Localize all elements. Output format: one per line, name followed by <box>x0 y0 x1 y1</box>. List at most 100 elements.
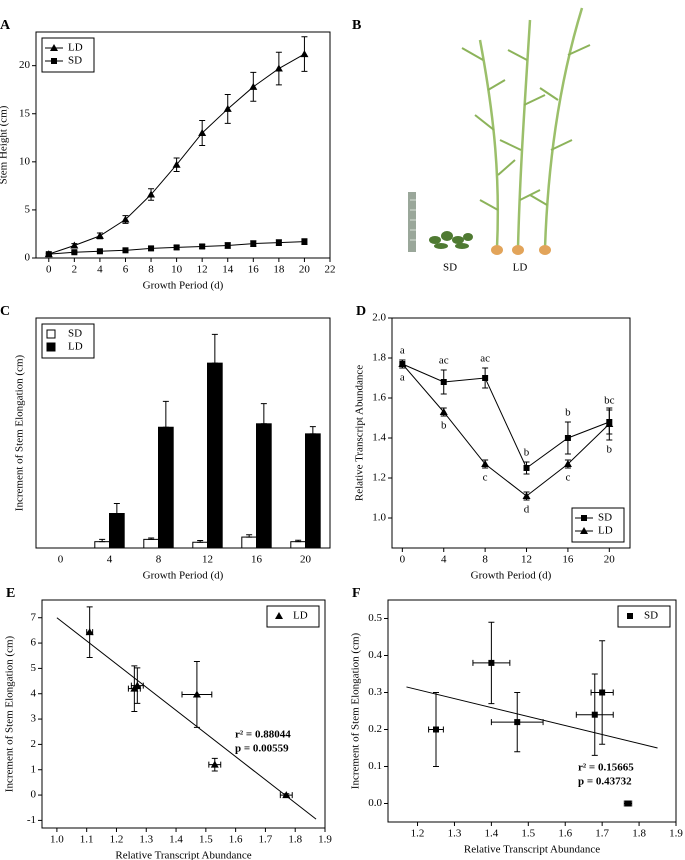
marker <box>70 241 79 249</box>
y-tick-label: 0 <box>31 789 37 801</box>
error-bar <box>162 400 169 428</box>
error-bar <box>211 333 218 364</box>
photo-panel: B SD LD <box>352 7 591 274</box>
significance-letter: c <box>483 472 488 484</box>
panel-label: F <box>352 586 361 601</box>
y-axis-label: Increment of Stem Elongation (cm) <box>350 632 362 789</box>
marker <box>523 465 530 471</box>
fit-line <box>56 617 317 820</box>
marker <box>433 726 439 733</box>
error-bar <box>260 403 267 425</box>
fit-line <box>406 686 658 749</box>
marker <box>85 628 94 636</box>
y-tick-label: 2 <box>31 738 37 750</box>
x-tick-label: 4 <box>97 264 103 276</box>
marker <box>301 238 308 245</box>
x-tick-label: 1.4 <box>485 828 499 840</box>
significance-letter: b <box>607 444 613 456</box>
y-tick-label: 4 <box>31 687 37 699</box>
significance-letter: a <box>400 345 405 357</box>
bar <box>305 433 321 549</box>
legend-marker <box>581 515 587 521</box>
photo-caption: SD <box>443 262 457 274</box>
marker <box>148 245 155 252</box>
y-tick-label: 20 <box>19 59 31 71</box>
marker <box>199 243 206 250</box>
legend-label: SD <box>68 328 82 340</box>
x-tick-label: 1.8 <box>632 828 646 840</box>
marker <box>439 408 448 415</box>
y-tick-label: 0.5 <box>368 612 382 624</box>
x-tick-label: 1.5 <box>199 834 213 846</box>
y-tick-label: 0.1 <box>368 760 382 772</box>
x-axis-label: Growth Period (d) <box>471 570 552 582</box>
x-tick-label: 1.7 <box>595 828 609 840</box>
y-axis-label: Increment of Stem Elongation (cm) <box>14 354 26 511</box>
y-axis-label: Relative Transcript Abundance <box>354 365 366 501</box>
x-tick-label: 10 <box>171 264 183 276</box>
significance-letter: b <box>565 407 571 419</box>
marker <box>274 64 283 72</box>
error-bar <box>99 538 106 543</box>
photo-caption: LD <box>513 262 528 274</box>
legend-marker <box>580 527 588 534</box>
marker <box>121 215 130 223</box>
plot-frame <box>41 599 326 829</box>
x-tick-label: 1.9 <box>669 828 683 840</box>
marker <box>522 492 531 499</box>
y-tick-label: 1.6 <box>372 392 386 404</box>
x-tick-label: 1.5 <box>521 828 535 840</box>
panel-label: C <box>0 304 10 319</box>
legend-label: LD <box>293 610 308 622</box>
y-tick-label: 2.0 <box>372 312 386 324</box>
bar <box>94 541 111 549</box>
marker <box>563 460 572 467</box>
marker <box>481 460 490 467</box>
x-tick-label: 4 <box>441 554 447 566</box>
annotation: p = 0.00559 <box>235 743 289 755</box>
legend-swatch <box>46 342 56 352</box>
bar <box>290 541 306 549</box>
legend-box <box>571 507 625 543</box>
error-bar <box>148 537 155 540</box>
marker <box>95 231 104 239</box>
legend-box <box>266 605 320 628</box>
y-tick-label: 1 <box>31 763 37 775</box>
x-tick-label: 2 <box>72 264 78 276</box>
x-tick-label: 1.7 <box>259 834 273 846</box>
plot-frame <box>35 317 331 549</box>
marker <box>599 689 606 696</box>
marker <box>249 82 258 90</box>
x-tick-label: 1.3 <box>139 834 153 846</box>
x-tick-label: 12 <box>202 554 213 566</box>
significance-letter: a <box>400 372 405 384</box>
marker <box>250 240 257 247</box>
marker <box>605 420 614 427</box>
x-tick-label: 14 <box>222 264 234 276</box>
bar <box>192 541 209 549</box>
marker <box>96 248 103 255</box>
legend-box <box>41 37 95 73</box>
annotation: p = 0.43732 <box>578 776 632 788</box>
x-tick-label: 1.3 <box>448 828 462 840</box>
y-tick-label: 10 <box>19 155 31 167</box>
y-tick-label: 1.0 <box>372 512 386 524</box>
legend: LD <box>266 605 320 628</box>
error-bar <box>113 502 120 514</box>
x-tick-label: 16 <box>562 554 574 566</box>
legend-label: SD <box>598 512 612 524</box>
x-tick-label: 1.2 <box>411 828 425 840</box>
error-bar <box>295 539 302 543</box>
marker <box>625 800 631 807</box>
legend-label: LD <box>598 525 613 537</box>
x-tick-label: 4 <box>107 554 113 566</box>
marker <box>482 375 489 381</box>
significance-letter: ac <box>480 353 490 365</box>
x-tick-label: 1.0 <box>50 834 64 846</box>
x-axis-label: Growth Period (d) <box>143 570 224 582</box>
x-tick-label: 1.4 <box>169 834 183 846</box>
marker <box>45 251 52 258</box>
marker <box>440 379 447 385</box>
y-tick-label: 1.2 <box>372 472 386 484</box>
